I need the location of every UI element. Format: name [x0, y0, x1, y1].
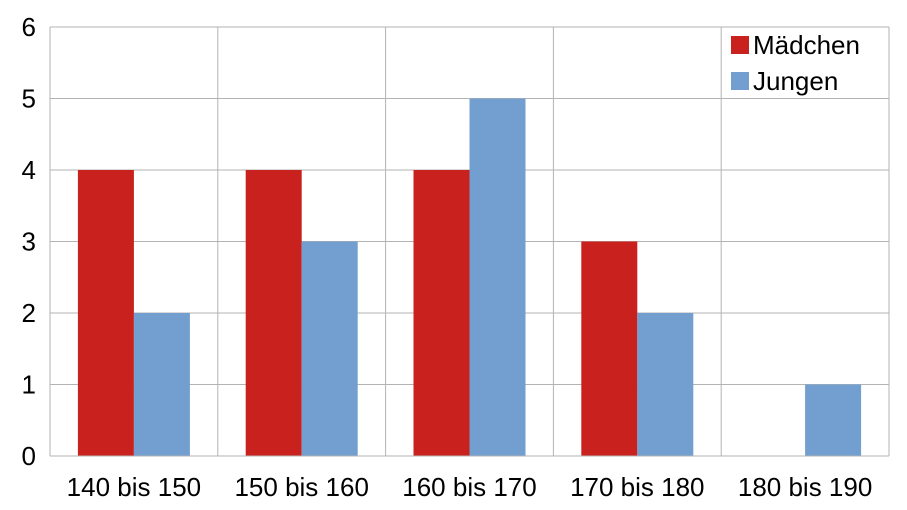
legend-label-0: Mädchen — [753, 30, 860, 60]
bar-0-0 — [77, 170, 134, 456]
y-tick-label-4: 4 — [22, 155, 36, 185]
x-tick-label-4: 180 bis 190 — [738, 472, 872, 502]
y-tick-label-3: 3 — [22, 227, 36, 257]
x-tick-label-2: 160 bis 170 — [402, 472, 536, 502]
legend-label-1: Jungen — [753, 66, 838, 96]
axes — [49, 27, 889, 457]
bar-1-1 — [301, 241, 358, 456]
y-tick-label-6: 6 — [22, 12, 36, 42]
y-tick-labels: 0 1 2 3 4 5 6 — [22, 12, 36, 471]
bar-2-1 — [469, 98, 526, 456]
bar-4-1 — [805, 384, 862, 456]
x-tick-label-1: 150 bis 160 — [234, 472, 368, 502]
x-tick-label-3: 170 bis 180 — [570, 472, 704, 502]
bar-0-1 — [133, 313, 190, 456]
y-tick-label-2: 2 — [22, 298, 36, 328]
bar-1-0 — [245, 170, 302, 456]
bar-2-0 — [413, 170, 470, 456]
bars — [77, 98, 862, 456]
legend: Mädchen Jungen — [731, 30, 860, 96]
legend-swatch-0 — [731, 36, 749, 54]
legend-swatch-1 — [731, 72, 749, 90]
y-tick-label-5: 5 — [22, 84, 36, 114]
bar-3-1 — [637, 313, 694, 456]
x-tick-label-0: 140 bis 150 — [67, 472, 201, 502]
y-tick-label-0: 0 — [22, 441, 36, 471]
y-tick-label-1: 1 — [22, 370, 36, 400]
x-tick-labels: 140 bis 150 150 bis 160 160 bis 170 170 bis… — [67, 472, 873, 502]
bar-3-0 — [581, 241, 638, 456]
